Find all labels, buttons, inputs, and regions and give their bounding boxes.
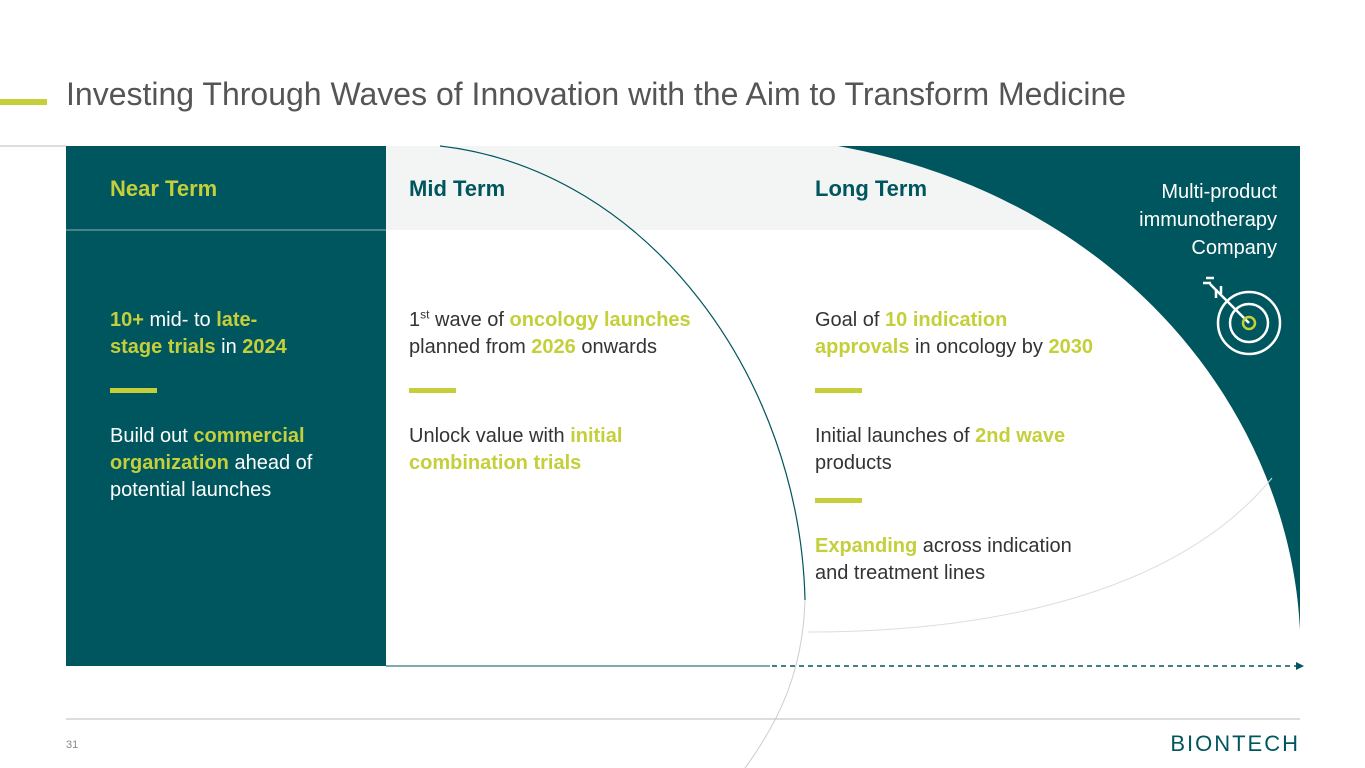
- text-line: Initial launches of 2nd wave: [815, 423, 1065, 450]
- column-heading: Long Term: [815, 176, 928, 201]
- column-heading: Near Term: [110, 176, 218, 201]
- text-line: 1st wave of oncology launches: [409, 307, 691, 334]
- highlight: 10+: [110, 309, 144, 331]
- text: Goal of: [815, 309, 886, 331]
- text-line: approvals in oncology by 2030: [815, 334, 1093, 361]
- highlight: 2nd wave: [975, 425, 1066, 447]
- highlight: commercial: [193, 425, 305, 447]
- side-note-line: immunotherapy: [1139, 209, 1277, 231]
- text-block: Build out commercial organization ahead o…: [110, 423, 312, 504]
- title-accent-bar: [0, 99, 47, 105]
- arrow-head: [1296, 662, 1304, 670]
- text: potential launches: [110, 479, 272, 501]
- accent-dash: [815, 498, 862, 503]
- wave-line-faint: [807, 477, 1273, 633]
- accent-dash: [110, 388, 157, 393]
- text: mid- to: [143, 309, 217, 331]
- highlight: combination trials: [409, 452, 582, 474]
- highlight: 2030: [1048, 336, 1093, 358]
- highlight: 10 indication: [885, 309, 1008, 331]
- highlight: approvals: [815, 336, 910, 358]
- near-term-panel: [66, 146, 386, 666]
- text-line: Unlock value with initial: [409, 423, 622, 450]
- side-note-line: Multi-product: [1161, 181, 1277, 203]
- highlight: oncology launches: [509, 309, 691, 331]
- page-number: 31: [66, 739, 79, 751]
- text: Unlock value with: [409, 425, 571, 447]
- text-line: and treatment lines: [815, 560, 1072, 587]
- text-line: organization ahead of: [110, 450, 312, 477]
- text-block: Unlock value with initial combination tri…: [409, 423, 622, 477]
- highlight: late-: [216, 309, 258, 331]
- text: Build out: [110, 425, 194, 447]
- text: 1: [409, 309, 421, 331]
- text-line: potential launches: [110, 477, 312, 504]
- text-line: 10+ mid- to late-: [110, 307, 287, 334]
- wave-line: [439, 145, 806, 601]
- text-line: Expanding across indication: [815, 533, 1072, 560]
- accent-dash: [815, 388, 862, 393]
- text: Initial launches of: [815, 425, 976, 447]
- text-block: Expanding across indication and treatment…: [815, 533, 1072, 587]
- target-icon: [1203, 276, 1282, 356]
- long-term-wave: [838, 146, 1300, 630]
- text-line: combination trials: [409, 450, 622, 477]
- highlight: stage trials: [110, 336, 216, 358]
- text: st: [420, 307, 430, 322]
- highlight: initial: [570, 425, 623, 447]
- highlight: Expanding: [815, 535, 918, 557]
- text: and treatment lines: [815, 562, 986, 584]
- text: wave of: [429, 309, 510, 331]
- text: ahead of: [228, 452, 313, 474]
- highlight: 2026: [531, 336, 576, 358]
- text-line: stage trials in 2024: [110, 334, 287, 361]
- text-block: Initial launches of 2nd wave products: [815, 423, 1065, 477]
- column-heading: Mid Term: [409, 176, 506, 201]
- highlight: 2024: [242, 336, 287, 358]
- side-note: Multi-product immunotherapy Company: [1139, 178, 1277, 262]
- text-line: Goal of 10 indication: [815, 307, 1093, 334]
- wave-line-faint: [744, 599, 806, 768]
- text: onwards: [575, 336, 657, 358]
- target-center: [1241, 315, 1257, 331]
- side-note-line: Company: [1191, 237, 1277, 259]
- text: planned from: [409, 336, 532, 358]
- slide-title: Investing Through Waves of Innovation wi…: [66, 76, 1127, 112]
- text-block: 1st wave of oncology launches planned fro…: [409, 307, 691, 361]
- highlight: organization: [110, 452, 229, 474]
- text: products: [815, 452, 892, 474]
- text-line: planned from 2026 onwards: [409, 334, 691, 361]
- text: in: [215, 336, 243, 358]
- logo: BIONTECH: [1170, 731, 1300, 756]
- text-line: products: [815, 450, 1065, 477]
- text: across indication: [917, 535, 1072, 557]
- text: in oncology by: [909, 336, 1049, 358]
- text-block: Goal of 10 indication approvals in oncolo…: [815, 307, 1093, 361]
- text-block: 10+ mid- to late-stage trials in 2024: [110, 307, 287, 361]
- accent-dash: [409, 388, 456, 393]
- text-line: Build out commercial: [110, 423, 312, 450]
